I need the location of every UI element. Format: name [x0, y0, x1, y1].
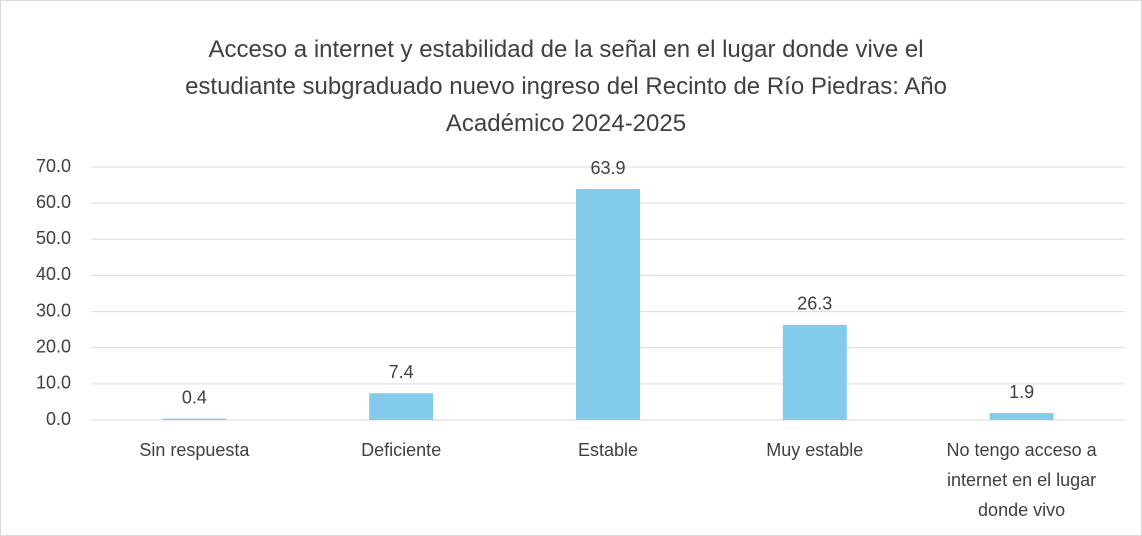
y-tick-label: 50.0 — [36, 228, 71, 248]
data-label: 26.3 — [797, 294, 832, 314]
x-tick-label: No tengo acceso a internet en el lugar d… — [946, 440, 1097, 520]
y-tick-label: 60.0 — [36, 192, 71, 212]
x-tick-label: Estable — [577, 440, 639, 460]
data-label: 63.9 — [590, 158, 625, 178]
data-label: 1.9 — [1009, 382, 1034, 402]
data-label: 7.4 — [389, 362, 414, 382]
x-tick-label: Muy estable — [766, 440, 864, 460]
y-tick-label: 70.0 — [36, 156, 71, 176]
x-tick-label: Sin respuesta — [139, 440, 250, 460]
data-label: 0.4 — [182, 387, 207, 407]
y-tick-label: 10.0 — [36, 373, 71, 393]
bar — [162, 418, 227, 420]
bar — [369, 393, 434, 420]
y-tick-label: 30.0 — [36, 300, 71, 320]
chart-title: Acceso a internet y estabilidad de la se… — [185, 36, 947, 137]
bar — [782, 324, 847, 420]
y-tick-label: 20.0 — [36, 336, 71, 356]
y-tick-label: 0.0 — [46, 409, 71, 429]
y-tick-label: 40.0 — [36, 264, 71, 284]
bar — [576, 189, 640, 420]
bar — [989, 413, 1054, 420]
x-tick-label: Deficiente — [361, 440, 442, 460]
